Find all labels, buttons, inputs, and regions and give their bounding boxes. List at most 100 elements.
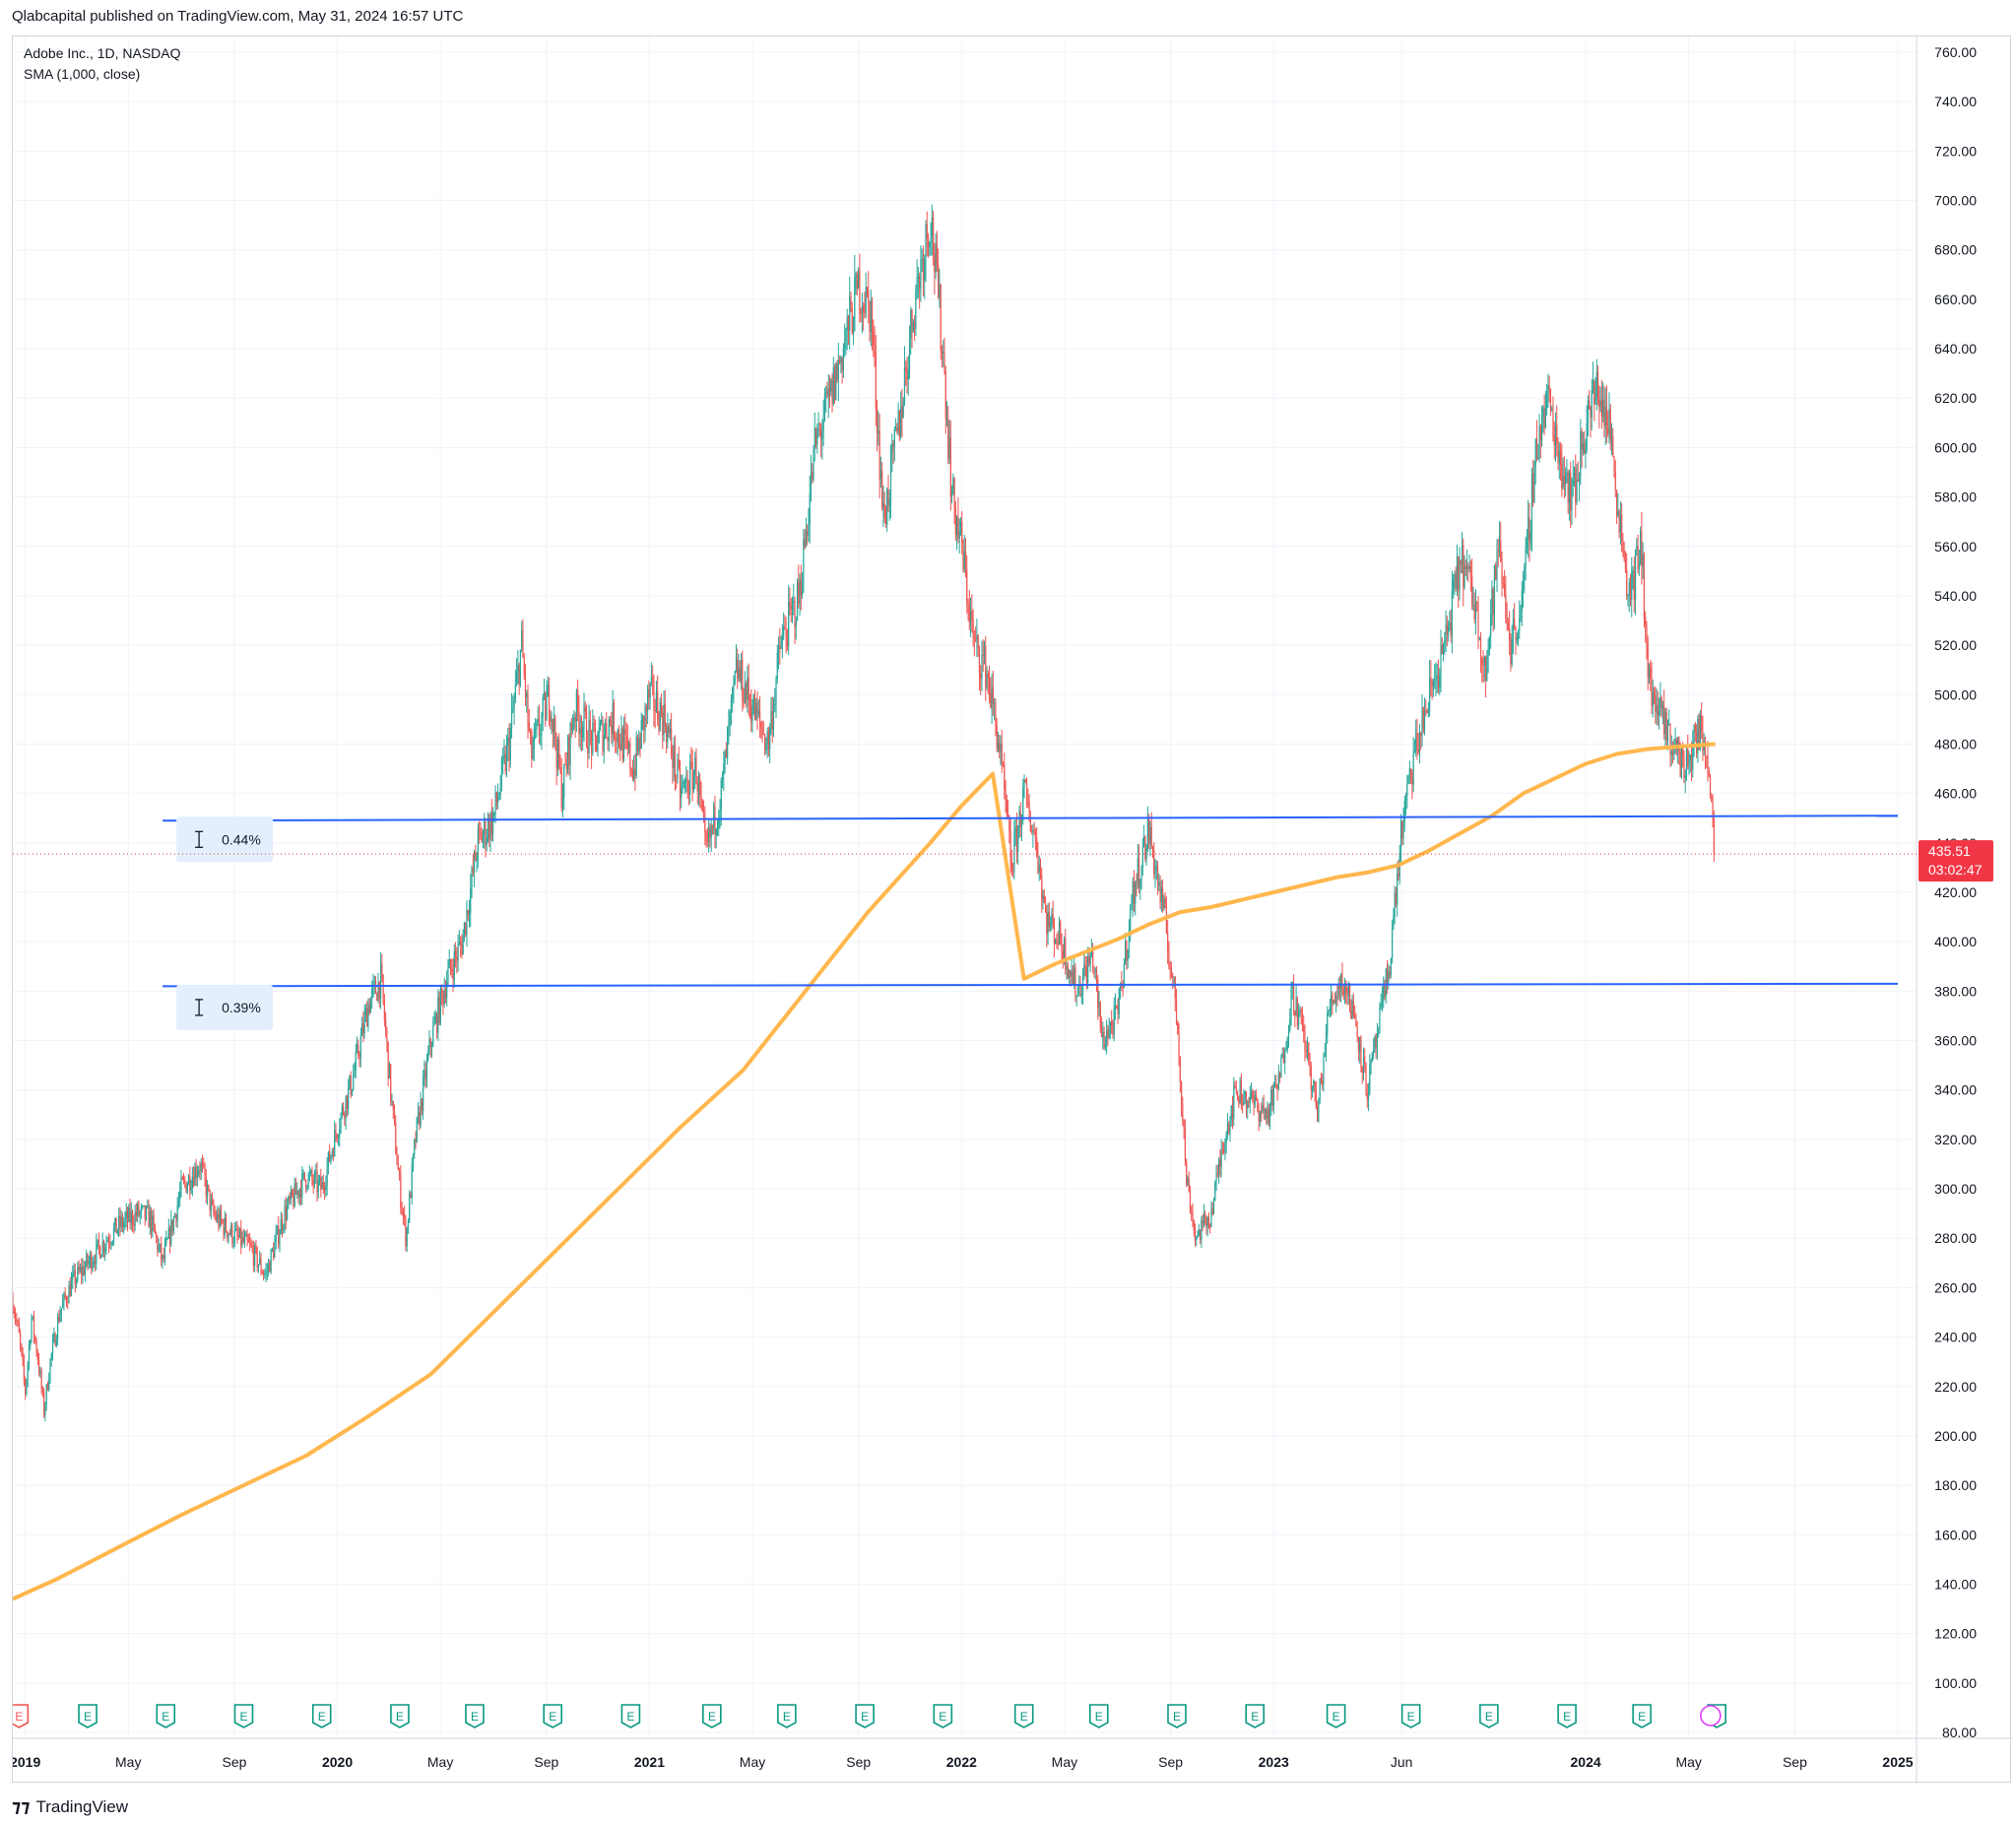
- candle-body: [387, 1041, 389, 1078]
- candle: [1626, 553, 1628, 601]
- chart-frame[interactable]: 760.00 740.00 720.00 700.00 680.00 660.00 640.…: [12, 35, 2012, 1784]
- candle: [864, 292, 866, 319]
- candle-body: [1421, 707, 1423, 737]
- candle: [139, 1209, 141, 1225]
- candle: [1343, 977, 1346, 1005]
- candle: [683, 779, 684, 789]
- candle: [694, 751, 696, 790]
- candle: [28, 1339, 31, 1371]
- candle-body: [1711, 796, 1713, 803]
- candle-body: [1280, 1057, 1282, 1077]
- candle-body: [1418, 733, 1421, 752]
- candle-body: [1273, 1083, 1276, 1085]
- candle-body: [836, 362, 838, 380]
- candle: [1641, 511, 1643, 585]
- time-tick-label: Sep: [223, 1754, 247, 1770]
- candle: [846, 308, 848, 351]
- candle: [268, 1258, 270, 1277]
- candle-body: [1712, 802, 1714, 819]
- candle-body: [858, 269, 860, 289]
- candle-body: [1108, 1028, 1110, 1038]
- candle: [1467, 562, 1469, 583]
- candle-body: [1128, 930, 1131, 950]
- earnings-marker: E: [156, 1704, 176, 1728]
- candle: [961, 510, 963, 554]
- candle: [875, 335, 877, 426]
- candle-body: [1340, 973, 1342, 990]
- candle: [1421, 694, 1423, 748]
- candle: [1284, 1047, 1286, 1075]
- candle: [543, 679, 546, 701]
- candle: [306, 1185, 308, 1192]
- candle-body: [861, 304, 864, 314]
- candle-body: [740, 659, 743, 681]
- symbol-title[interactable]: Adobe Inc., 1D, NASDAQ: [24, 45, 181, 61]
- candle-body: [1488, 636, 1490, 651]
- candle-body: [359, 1036, 361, 1058]
- candle: [785, 617, 787, 654]
- candle: [822, 399, 824, 446]
- candle-body: [1656, 705, 1658, 712]
- candle-body: [119, 1215, 121, 1227]
- measure-label-bg: [176, 816, 274, 863]
- candle: [1198, 1223, 1200, 1237]
- candle: [692, 769, 695, 794]
- candle: [1122, 980, 1124, 998]
- indicator-title[interactable]: SMA (1,000, close): [24, 66, 141, 82]
- candle-body: [752, 694, 754, 714]
- candle: [1240, 1074, 1242, 1110]
- candle: [687, 779, 689, 806]
- candle: [1234, 1080, 1236, 1089]
- candle: [553, 705, 555, 748]
- candle: [622, 717, 625, 762]
- candle-body: [1474, 601, 1477, 619]
- candle-body: [215, 1214, 218, 1220]
- time-tick-label: Sep: [534, 1754, 558, 1770]
- candle: [1286, 1036, 1288, 1054]
- candle-body: [747, 677, 748, 700]
- candle: [629, 737, 631, 778]
- candle-body: [1520, 611, 1522, 619]
- candle-body: [719, 810, 721, 819]
- candle-body: [154, 1224, 156, 1234]
- candle-body: [26, 1380, 28, 1395]
- candle: [1201, 1215, 1203, 1249]
- candle-body: [931, 217, 933, 236]
- candle-body: [619, 743, 621, 750]
- candle-body: [165, 1238, 167, 1246]
- candle: [158, 1238, 160, 1254]
- candle-body: [780, 646, 782, 649]
- price-chart[interactable]: 760.00740.00720.00700.00680.00660.00640.…: [13, 36, 2012, 1784]
- candle: [535, 717, 537, 740]
- candle: [388, 1062, 391, 1079]
- candle: [1510, 633, 1512, 672]
- candle-body: [521, 630, 523, 650]
- candle-body: [497, 799, 499, 803]
- candle-body: [156, 1233, 158, 1238]
- candle: [1123, 957, 1125, 989]
- candle-body: [69, 1285, 71, 1296]
- candle: [1183, 1119, 1185, 1140]
- candle-body: [374, 980, 377, 994]
- candle: [294, 1178, 297, 1195]
- candle-body: [1628, 582, 1630, 595]
- candle: [313, 1169, 316, 1189]
- candle: [433, 1011, 435, 1026]
- candle: [167, 1218, 169, 1240]
- candle: [1423, 697, 1426, 736]
- candle-body: [1666, 724, 1669, 742]
- tradingview-brand[interactable]: ⁊⁊ TradingView: [12, 1796, 128, 1817]
- candle-body: [796, 581, 799, 621]
- candle: [1539, 423, 1541, 459]
- candle: [558, 733, 560, 770]
- candle: [802, 571, 804, 599]
- candle: [374, 975, 377, 995]
- candle-body: [553, 717, 555, 733]
- candle-body: [218, 1213, 220, 1226]
- candle: [750, 688, 752, 732]
- candle: [756, 690, 758, 731]
- candle: [893, 425, 895, 462]
- candle-body: [105, 1241, 107, 1248]
- candle-body: [528, 723, 530, 731]
- candle-body: [1055, 939, 1057, 945]
